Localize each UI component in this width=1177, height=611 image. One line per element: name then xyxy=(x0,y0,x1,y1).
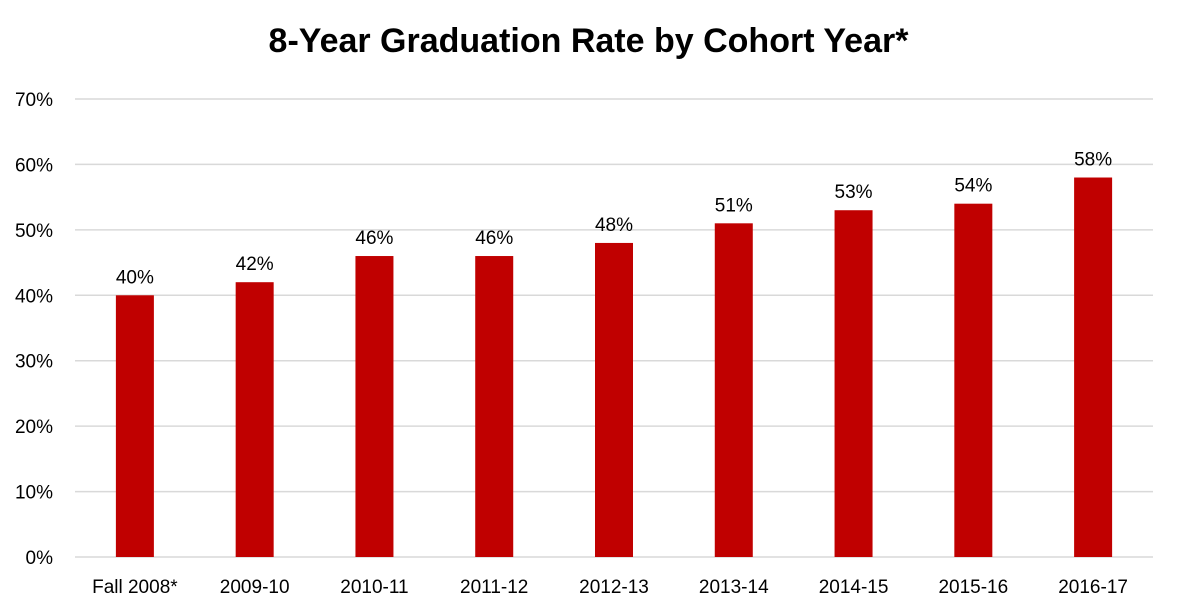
y-tick-label: 40% xyxy=(15,286,53,307)
y-tick-label: 70% xyxy=(15,90,53,111)
bar xyxy=(235,282,274,557)
x-tick-label: 2014-15 xyxy=(819,577,889,598)
data-label: 53% xyxy=(835,182,873,203)
data-label: 58% xyxy=(1074,150,1112,171)
data-label: 51% xyxy=(715,195,753,216)
bar xyxy=(355,256,394,557)
x-tick-label: 2016-17 xyxy=(1058,577,1128,598)
y-tick-label: 20% xyxy=(15,417,53,438)
bars xyxy=(115,177,1113,558)
bar xyxy=(115,295,154,557)
data-label: 46% xyxy=(475,228,513,249)
x-tick-label: 2013-14 xyxy=(699,577,769,598)
x-axis-ticks: Fall 2008* 2009-10 2010-11 2011-12 2012-13 20… xyxy=(92,577,1128,598)
y-axis-ticks: 0% 10% 20% 30% 40% 50% 60% 70% xyxy=(15,90,53,569)
y-tick-label: 50% xyxy=(15,221,53,242)
bar xyxy=(1074,177,1113,557)
y-tick-label: 10% xyxy=(15,483,53,504)
bar xyxy=(595,242,633,557)
data-label: 54% xyxy=(954,176,992,197)
bar xyxy=(954,203,993,557)
bar xyxy=(834,210,873,557)
bar xyxy=(714,223,753,558)
chart-title: 8-Year Graduation Rate by Cohort Year* xyxy=(268,22,909,60)
data-label: 42% xyxy=(236,254,274,275)
x-tick-label: 2012-13 xyxy=(579,577,649,598)
data-label: 48% xyxy=(595,215,633,236)
x-tick-label: 2010-11 xyxy=(340,577,408,598)
bar xyxy=(475,256,514,557)
data-labels: 40% 42% 46% 46% 48% 51% 53% 54% 58% xyxy=(116,150,1112,289)
y-tick-label: 60% xyxy=(15,155,53,176)
y-tick-label: 30% xyxy=(15,352,53,373)
data-label: 46% xyxy=(355,228,393,249)
data-label: 40% xyxy=(116,267,154,288)
x-tick-label: Fall 2008* xyxy=(92,577,178,598)
y-tick-label: 0% xyxy=(26,548,54,569)
x-tick-label: 2009-10 xyxy=(220,577,290,598)
x-tick-label: 2011-12 xyxy=(460,577,528,598)
x-tick-label: 2015-16 xyxy=(938,577,1008,598)
